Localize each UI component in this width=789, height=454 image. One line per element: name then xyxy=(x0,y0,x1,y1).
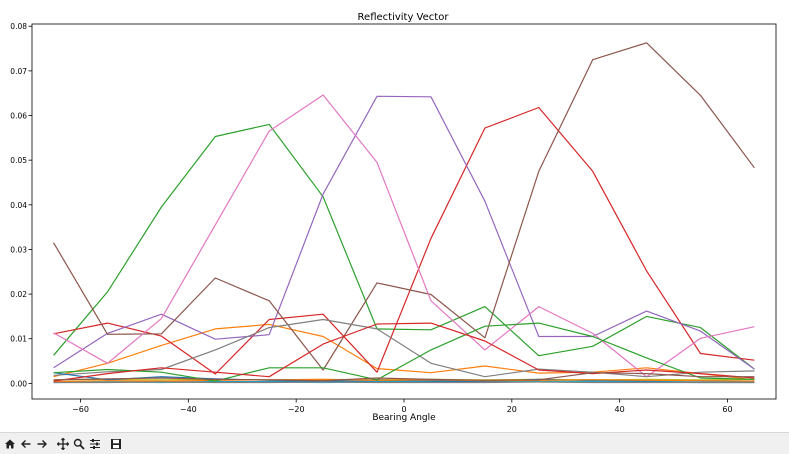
y-tick-label: 0.03 xyxy=(10,245,27,254)
x-tick-label: −20 xyxy=(288,405,305,414)
configure-subplots-icon[interactable] xyxy=(88,437,102,451)
series-line-4 xyxy=(53,95,755,370)
y-tick-label: 0.01 xyxy=(10,335,27,344)
series-line-12 xyxy=(53,322,755,382)
x-tick-label: 20 xyxy=(507,405,517,414)
y-tick-label: 0.08 xyxy=(10,22,27,31)
x-tick-label: 0 xyxy=(401,405,406,414)
series-line-15 xyxy=(53,381,755,384)
series-line-7 xyxy=(53,318,755,378)
series-group xyxy=(53,42,755,384)
series-line-3 xyxy=(53,106,755,375)
home-icon[interactable] xyxy=(3,437,17,451)
zoom-icon[interactable] xyxy=(72,437,86,451)
x-tick-label: 40 xyxy=(615,405,625,414)
series-line-5 xyxy=(53,42,755,371)
y-tick-label: 0.00 xyxy=(10,379,27,388)
x-tick-label: −40 xyxy=(180,405,197,414)
y-axis: 0.00 0.01 0.02 0.03 0.04 0.05 0.06 0.07 0.08 xyxy=(10,22,32,388)
series-line-14 xyxy=(53,372,755,382)
back-arrow-icon[interactable] xyxy=(19,437,33,451)
y-tick-label: 0.02 xyxy=(10,290,27,299)
series-line-13 xyxy=(53,322,755,382)
navigation-toolbar xyxy=(0,432,789,454)
save-icon[interactable] xyxy=(109,437,123,451)
series-line-11 xyxy=(53,378,755,383)
forward-arrow-icon[interactable] xyxy=(35,437,49,451)
y-tick-label: 0.07 xyxy=(10,67,27,76)
x-tick-label: 60 xyxy=(722,405,732,414)
chart-title: Reflectivity Vector xyxy=(358,12,450,23)
x-axis-label: Bearing Angle xyxy=(372,413,436,423)
series-line-6 xyxy=(53,94,755,378)
y-tick-label: 0.04 xyxy=(10,201,27,210)
x-tick-label: −60 xyxy=(72,405,89,414)
y-tick-label: 0.06 xyxy=(10,112,27,121)
plot-frame xyxy=(31,23,777,400)
pan-icon[interactable] xyxy=(56,437,70,451)
y-tick-label: 0.05 xyxy=(10,156,27,165)
x-axis: −60 −40 −20 0 20 40 60 xyxy=(72,399,733,414)
series-line-2 xyxy=(53,123,755,370)
reflectivity-chart: Reflectivity Vector −60 −40 −20 0 20 40 60 0.0… xyxy=(10,12,777,423)
